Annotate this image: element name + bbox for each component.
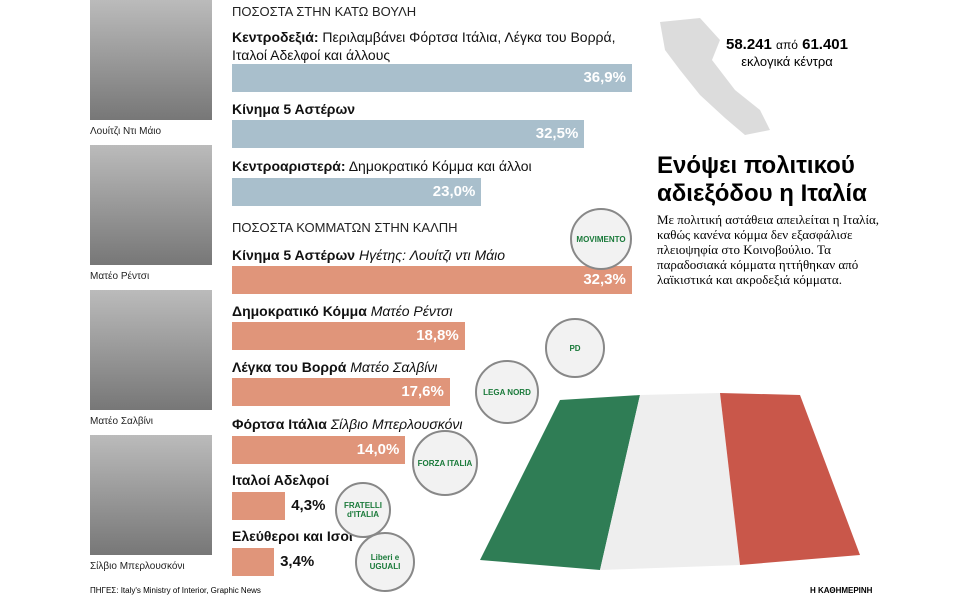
party-logo: LEGA NORD <box>475 360 539 424</box>
flag-red <box>720 393 860 565</box>
party-logo: FORZA ITALIA <box>412 430 478 496</box>
chart-subtitle: ΠΟΣΟΣΤΑ ΚΟΜΜΑΤΩΝ ΣΤΗΝ ΚΑΛΠΗ <box>232 220 458 235</box>
headline: Ενόψει πολιτικού αδιεξόδου η Ιταλία <box>657 152 867 207</box>
party-logo: MOVIMENTO <box>570 208 632 270</box>
bar <box>232 64 632 92</box>
body-text: Με πολιτική αστάθεια απειλείται η Ιταλία… <box>657 212 880 287</box>
value-label: 23,0% <box>432 183 476 200</box>
category: Ιταλοί Αδελφοί <box>232 472 330 488</box>
bar <box>232 548 275 576</box>
bar <box>232 492 286 520</box>
photo-caption: Λουίτζι Ντι Μάιο <box>90 126 162 137</box>
category: Κίνημα 5 Αστέρων <box>232 247 356 263</box>
photo-caption: Ματέο Σαλβίνι <box>90 416 154 427</box>
value-label: 3,4% <box>280 553 315 570</box>
value-label: 4,3% <box>291 497 326 514</box>
category-note: Ματέο Σαλβίνι <box>350 359 438 375</box>
party-logo: PD <box>545 318 605 378</box>
credit: Η ΚΑΘΗΜΕΡΙΝΗ <box>810 586 873 595</box>
category-label: Ελεύθεροι και Ισοι <box>232 527 632 545</box>
category: Φόρτσα Ιτάλια <box>232 416 327 432</box>
category-note: Σίλβιο Μπερλουσκόνι <box>330 416 463 432</box>
value-label: 18,8% <box>416 327 459 344</box>
category-label: Κεντροαριστερά: Δημοκρατικό Κόμμα και άλ… <box>232 157 632 175</box>
source: ΠΗΓΕΣ: Italy's Ministry of Interior, Gra… <box>90 586 261 595</box>
italy-map <box>660 18 770 135</box>
category-note: Δημοκρατικό Κόμμα και άλλοι <box>348 158 532 174</box>
bar <box>232 120 585 148</box>
category-label: Κίνημα 5 Αστέρων <box>232 100 632 118</box>
category-note: Περιλαμβάνει Φόρτσα Ιτάλια, Λέγκα του Βο… <box>232 29 616 63</box>
bar <box>232 178 482 206</box>
bar <box>232 378 450 406</box>
photo <box>90 435 212 555</box>
category: Δημοκρατικό Κόμμα <box>232 303 367 319</box>
photo-caption: Σίλβιο Μπερλουσκόνι <box>90 561 185 572</box>
bar <box>232 266 632 294</box>
category: Λέγκα του Βορρά <box>232 359 347 375</box>
category: Κίνημα 5 Αστέρων <box>232 101 356 117</box>
category-note: Ηγέτης: Λουίτζι ντι Μάιο <box>358 247 506 263</box>
value-label: 32,5% <box>535 125 579 142</box>
party-logo: FRATELLI d'ITALIA <box>335 482 391 538</box>
value-label: 14,0% <box>356 441 400 458</box>
photo <box>90 290 212 410</box>
category-label: Φόρτσα Ιτάλια Σίλβιο Μπερλουσκόνι <box>232 415 632 433</box>
flag-white <box>600 393 740 570</box>
value-label: 32,3% <box>583 271 626 288</box>
total: 61.401 <box>802 36 848 53</box>
flag-green <box>480 395 640 570</box>
party-logo: Liberi e UGUALI <box>355 532 415 592</box>
of: από <box>776 38 798 52</box>
category-label: Δημοκρατικό Κόμμα Ματέο Ρέντσι <box>232 302 632 320</box>
category-label: Κίνημα 5 Αστέρων Ηγέτης: Λουίτζι ντι Μάι… <box>232 246 632 264</box>
stations: 58.241 από 61.401 εκλογικά κέντρα <box>712 36 862 70</box>
category-note: Ματέο Ρέντσι <box>370 303 453 319</box>
counted: 58.241 <box>725 36 772 53</box>
photo <box>90 0 212 120</box>
stations-label: εκλογικά κέντρα <box>741 54 833 69</box>
category: Ελεύθεροι και Ισοι <box>232 528 353 544</box>
category-label: Κεντροδεξιά: Περιλαμβάνει Φόρτσα Ιτάλια,… <box>232 28 632 64</box>
bar <box>232 322 465 350</box>
value-label: 36,9% <box>583 69 626 86</box>
photo <box>90 145 212 265</box>
value-label: 17,6% <box>401 383 444 400</box>
photo-caption: Ματέο Ρέντσι <box>90 271 150 282</box>
category: Κεντροαριστερά: <box>232 158 346 174</box>
category-label: Ιταλοί Αδελφοί <box>232 471 632 489</box>
chart-subtitle: ΠΟΣΟΣΤΑ ΣΤΗΝ ΚΑΤΩ ΒΟΥΛΗ <box>232 4 417 19</box>
category-label: Λέγκα του Βορρά Ματέο Σαλβίνι <box>232 358 632 376</box>
bar <box>232 436 406 464</box>
category: Κεντροδεξιά: <box>232 29 319 45</box>
